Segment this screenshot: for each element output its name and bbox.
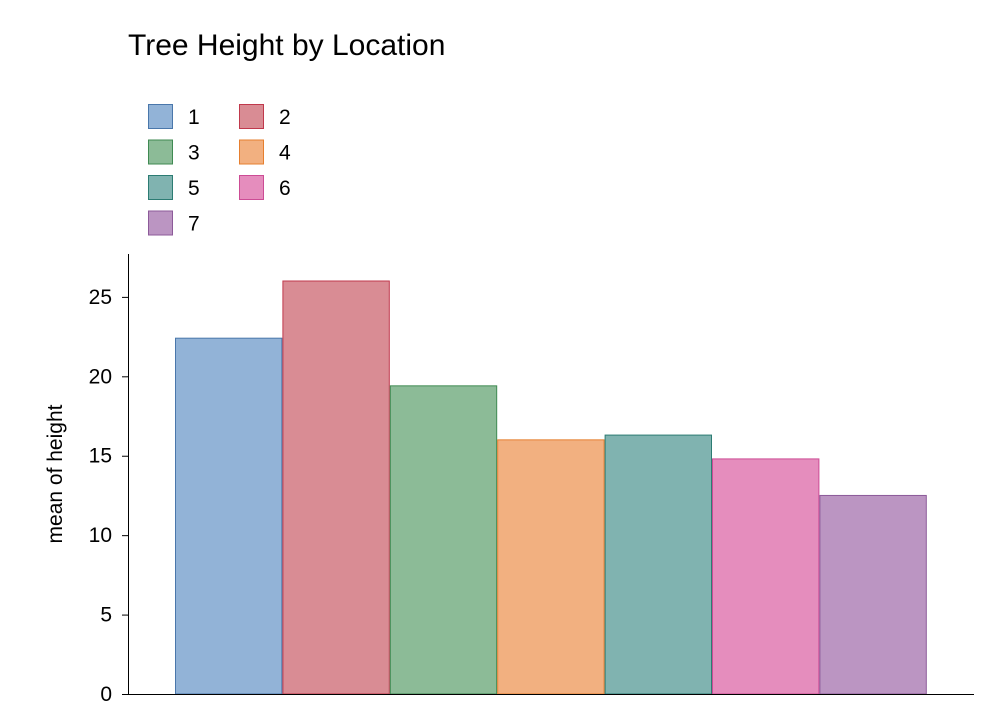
legend: 1 2 3 4 5 6 7 — [148, 104, 291, 236]
legend-swatch-7 — [148, 210, 173, 236]
legend-swatch-3 — [148, 139, 173, 165]
y-tick-label: 0 — [100, 683, 112, 706]
bars — [175, 280, 927, 695]
bar-location-5 — [604, 434, 712, 695]
bar-location-2 — [282, 280, 390, 695]
legend-label-2: 2 — [279, 106, 291, 129]
legend-swatch-6 — [239, 175, 264, 200]
bar-location-6 — [712, 458, 820, 695]
y-axis-ticks: 0 5 10 15 20 25 — [89, 286, 128, 706]
y-axis-label: mean of height — [44, 404, 67, 543]
y-tick-label: 10 — [89, 524, 112, 547]
bar-location-1 — [175, 337, 283, 695]
bar-location-4 — [497, 439, 605, 695]
chart-title: Tree Height by Location — [128, 29, 445, 62]
bar-location-3 — [389, 385, 498, 695]
legend-label-7: 7 — [188, 213, 200, 236]
legend-swatch-2 — [239, 104, 264, 129]
y-tick-label: 15 — [89, 445, 112, 468]
legend-swatch-1 — [148, 104, 173, 129]
legend-swatch-5 — [148, 175, 173, 200]
legend-label-3: 3 — [188, 142, 200, 165]
legend-label-4: 4 — [279, 142, 291, 165]
legend-label-6: 6 — [279, 177, 291, 200]
y-tick-label: 25 — [89, 286, 112, 309]
bar-location-7 — [819, 494, 927, 695]
legend-label-5: 5 — [188, 177, 200, 200]
y-tick-label: 20 — [89, 365, 112, 388]
legend-label-1: 1 — [188, 106, 200, 129]
y-tick-label: 5 — [100, 604, 112, 627]
legend-swatch-4 — [239, 139, 264, 165]
